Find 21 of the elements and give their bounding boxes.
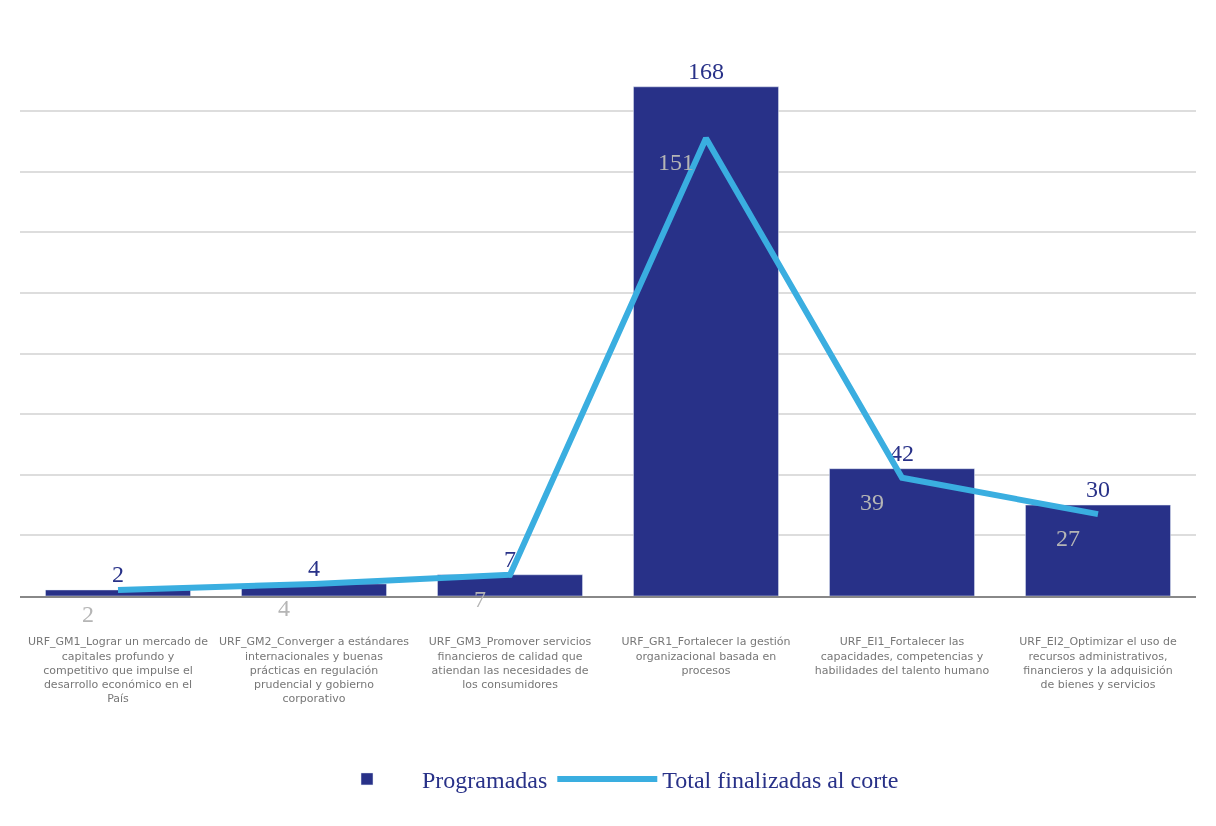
data-label: 2 <box>112 560 124 587</box>
x-tick-label: URF_GM2_Converger a estándares internacionales y buenas prácticas en regulación prudencial y gobierno corporativo <box>218 635 410 706</box>
data-label: 27 <box>1056 525 1080 551</box>
x-tick-label: URF_GR1_Fortalecer la gestión organizacional basada en procesos <box>621 635 791 677</box>
x-tick-label: URF_GM3_Promover servicios financieros de calidad que atiendan las necesidades de los consumidores <box>428 635 592 692</box>
data-label: 7 <box>504 545 516 572</box>
data-label: 4 <box>278 595 290 621</box>
bar <box>829 468 975 596</box>
legend-label: Programadas <box>422 767 548 794</box>
legend-label: Total finalizadas al corte <box>662 767 899 794</box>
data-label: 168 <box>688 57 724 84</box>
x-tick-label: URF_GM1_Lograr un mercado de capitales profundo y competitivo que impulse el desarrollo económico en el País <box>28 635 209 706</box>
data-label: 151 <box>658 149 694 175</box>
bar <box>633 86 779 596</box>
data-label: 39 <box>860 489 884 515</box>
data-label: 30 <box>1086 476 1110 503</box>
data-label: 4 <box>308 554 320 581</box>
x-tick-label: URF_EI2_Optimizar el uso de recursos administrativos, financieros y la adquisición de bienes y servicios <box>1019 635 1177 692</box>
x-tick-label: URF_EI1_Fortalecer las capacidades, competencias y habilidades del talento humano <box>814 635 990 677</box>
bar <box>1025 504 1171 596</box>
data-label: 2 <box>82 601 94 627</box>
